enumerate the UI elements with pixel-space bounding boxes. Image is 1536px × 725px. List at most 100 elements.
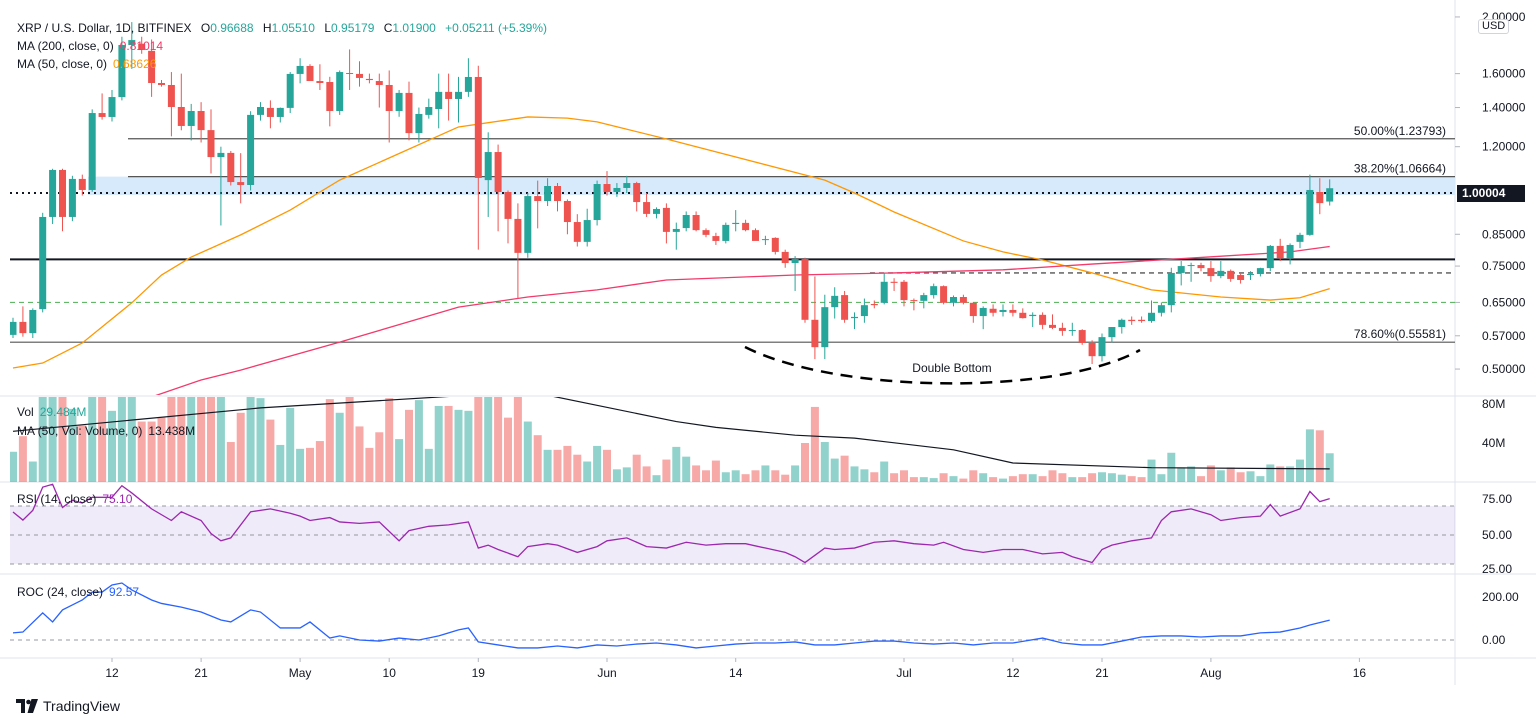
volume-bar — [830, 458, 839, 482]
volume-bar — [682, 456, 691, 482]
volume-bar — [306, 447, 314, 482]
candle-body — [781, 251, 789, 264]
time-tick-label: 19 — [472, 666, 486, 680]
candle-body — [1286, 244, 1294, 259]
candle-body — [10, 321, 17, 335]
ma200-line — [155, 245, 1330, 395]
volume-bar — [464, 410, 473, 482]
rsi-label: RSI (14, close) — [17, 492, 97, 506]
candle-body — [950, 297, 957, 303]
candle-body — [771, 237, 779, 252]
volume-bar — [1236, 472, 1245, 482]
volume-bar — [702, 470, 710, 482]
roc-pane — [10, 582, 1455, 649]
candle-body — [623, 183, 631, 188]
candle-body — [851, 316, 858, 319]
roc-label: ROC (24, close) — [17, 585, 104, 599]
roc-legend[interactable]: ROC (24, close) 92.57 — [17, 584, 139, 600]
volume-label: Vol — [17, 405, 34, 419]
volume-bar — [1038, 476, 1047, 482]
candle-body — [207, 130, 215, 158]
candle-body — [544, 185, 552, 201]
volume-bar — [840, 455, 849, 482]
close-value: 1.01900 — [392, 21, 436, 35]
volume-bar — [969, 470, 978, 482]
ma50-legend[interactable]: MA (50, close, 0) 0.68626 — [17, 56, 156, 72]
candle-body — [1217, 270, 1225, 277]
volume-bar — [385, 398, 394, 482]
volume-bar — [1068, 477, 1077, 482]
candle-body — [969, 302, 977, 317]
candle-body — [563, 200, 571, 223]
volume-bar — [414, 400, 423, 482]
candle-body — [752, 230, 759, 241]
ma50-label: MA (50, close, 0) — [17, 57, 108, 71]
volume-bar — [28, 461, 37, 482]
candle-body — [1118, 319, 1126, 328]
volume-bar — [18, 436, 27, 482]
candle-body — [217, 152, 225, 158]
price-tick-label: 0.75000 — [1482, 259, 1526, 273]
price-tick-label: 0.57000 — [1482, 329, 1526, 343]
candle-body — [989, 308, 997, 313]
volume-bar — [236, 412, 245, 482]
candle-body — [365, 78, 373, 81]
volume-bar — [365, 447, 374, 482]
volume-bar — [711, 460, 720, 482]
volume-bar — [108, 410, 116, 482]
candle-body — [1276, 245, 1284, 259]
candle-body — [336, 72, 344, 112]
volume-bar — [1137, 477, 1146, 482]
candle-body — [326, 82, 334, 112]
currency-badge[interactable]: USD — [1478, 19, 1510, 34]
volume-bar — [117, 397, 126, 482]
change-value: +0.05211 (+5.39%) — [445, 21, 548, 35]
fib-level-label: 78.60%(0.55581) — [1354, 327, 1446, 341]
volume-bar — [296, 448, 305, 482]
candles — [10, 22, 1334, 365]
time-tick-label: 14 — [729, 666, 743, 680]
candle-body — [821, 307, 829, 348]
volume-bar — [454, 409, 463, 482]
time-tick-label: 21 — [194, 666, 208, 680]
volume-ma-legend[interactable]: MA (50, Vol: Volume, 0) 13.438M — [17, 423, 195, 439]
volume-tick-label: 80M — [1482, 397, 1505, 411]
low-value: 0.95179 — [331, 21, 375, 35]
candle-body — [306, 65, 314, 82]
candle-body — [276, 107, 284, 117]
volume-bar — [1058, 473, 1067, 482]
candle-body — [959, 297, 967, 303]
candle-body — [405, 92, 413, 134]
price-tick-label: 1.60000 — [1482, 67, 1526, 81]
volume-bar — [632, 454, 641, 482]
tradingview-logo[interactable]: TradingView — [16, 698, 120, 714]
volume-bar — [1147, 459, 1156, 482]
volume-bar — [662, 459, 671, 482]
candle-body — [187, 111, 195, 126]
volume-bar — [1256, 476, 1265, 482]
time-tick-label: May — [289, 666, 312, 680]
candle-body — [464, 76, 472, 92]
open-label: O — [200, 21, 211, 35]
volume-bar — [642, 466, 651, 482]
volume-legend[interactable]: Vol 29.484M — [17, 404, 86, 420]
rsi-tick-label: 50.00 — [1482, 528, 1512, 542]
roc-value: 92.57 — [109, 585, 140, 599]
candle-body — [1296, 234, 1304, 242]
volume-bar — [1117, 474, 1126, 482]
ma50-value: 0.68626 — [113, 57, 157, 71]
candle-body — [841, 295, 849, 320]
volume-bar — [58, 397, 67, 482]
candle-body — [375, 81, 383, 85]
high-value: 1.05510 — [271, 21, 315, 35]
volume-bar — [622, 467, 631, 482]
candle-body — [1128, 319, 1136, 322]
rsi-legend[interactable]: RSI (14, close) 75.10 — [17, 491, 132, 507]
volume-bar — [771, 470, 780, 482]
volume-bar — [1296, 459, 1304, 482]
volume-bar — [1197, 476, 1205, 482]
ma200-legend[interactable]: MA (200, close, 0) 0.81014 — [17, 38, 163, 54]
volume-bar — [38, 397, 47, 482]
candle-body — [910, 300, 918, 302]
